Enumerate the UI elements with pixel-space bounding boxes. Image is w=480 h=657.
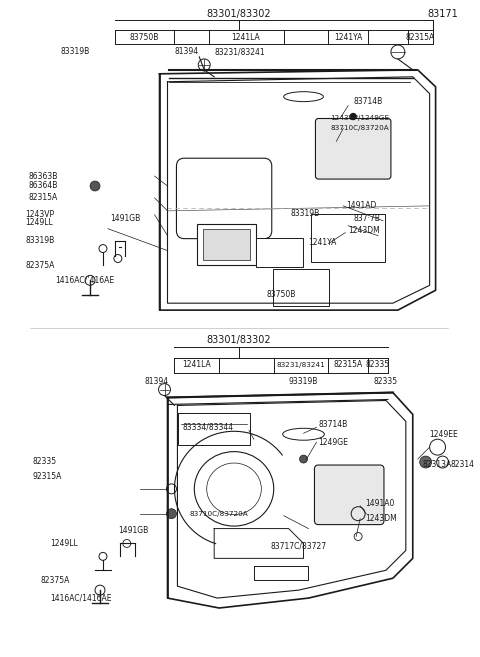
Circle shape (90, 181, 100, 191)
Text: 82335: 82335 (373, 377, 397, 386)
Text: 1249EE: 1249EE (430, 430, 458, 439)
Text: 1491A0: 1491A0 (365, 499, 395, 509)
Text: 1241LA: 1241LA (231, 33, 260, 41)
Text: 83710C/83720A: 83710C/83720A (189, 510, 248, 516)
Text: 1491GB: 1491GB (118, 526, 148, 535)
Text: 83714B: 83714B (318, 420, 348, 429)
FancyBboxPatch shape (203, 229, 250, 260)
Text: 1416AC/1416AE: 1416AC/1416AE (50, 593, 112, 602)
Text: 81394: 81394 (174, 47, 199, 57)
FancyBboxPatch shape (256, 238, 302, 267)
Text: 83750B: 83750B (266, 290, 295, 299)
Text: 1243VP/1249GE: 1243VP/1249GE (330, 116, 389, 122)
FancyBboxPatch shape (314, 465, 384, 524)
Text: 1491GB: 1491GB (110, 214, 140, 223)
Circle shape (420, 456, 432, 468)
Text: 1243DM: 1243DM (365, 514, 397, 523)
Text: 82375A: 82375A (40, 576, 70, 585)
Text: 1243DM: 1243DM (348, 226, 380, 235)
Text: 83717C/83727: 83717C/83727 (271, 542, 327, 551)
Text: 1249GE: 1249GE (318, 438, 348, 447)
Text: 1416AC/’416AE: 1416AC/’416AE (55, 276, 114, 285)
Text: 83714B: 83714B (353, 97, 383, 106)
Text: 82375A: 82375A (25, 261, 55, 270)
Text: 82335: 82335 (366, 360, 390, 369)
Text: 82313A: 82313A (423, 459, 452, 468)
Text: 82315A: 82315A (405, 33, 434, 41)
Text: 92315A: 92315A (33, 472, 62, 482)
Text: 837·7B: 837·7B (353, 214, 380, 223)
Text: 82314: 82314 (451, 459, 475, 468)
FancyBboxPatch shape (273, 269, 329, 306)
Text: 93319B: 93319B (288, 377, 318, 386)
Circle shape (167, 509, 177, 518)
Text: 1241LA: 1241LA (182, 360, 211, 369)
Text: 82315A: 82315A (28, 193, 58, 202)
FancyBboxPatch shape (177, 158, 272, 238)
Text: 83231/83241: 83231/83241 (214, 47, 265, 57)
FancyBboxPatch shape (197, 224, 256, 265)
Text: 1241YA: 1241YA (334, 33, 362, 41)
Text: 83171: 83171 (428, 9, 458, 19)
Text: 82335: 82335 (33, 457, 57, 466)
Text: 83319B: 83319B (290, 210, 320, 218)
Text: 83301/83302: 83301/83302 (207, 9, 271, 19)
Text: 82315A: 82315A (334, 360, 363, 369)
Text: 83319B: 83319B (60, 47, 89, 57)
Text: 83710C/83720A: 83710C/83720A (330, 125, 389, 131)
Text: 83231/83241: 83231/83241 (276, 362, 325, 368)
Text: 83334/83344: 83334/83344 (182, 423, 234, 432)
FancyBboxPatch shape (312, 214, 385, 262)
Text: 1249LL: 1249LL (25, 218, 53, 227)
Circle shape (300, 455, 308, 463)
Text: 86363B: 86363B (28, 171, 58, 181)
Text: 1491AD: 1491AD (346, 202, 377, 210)
Circle shape (350, 114, 356, 120)
Text: 83301/83302: 83301/83302 (207, 335, 271, 345)
Text: 86364B: 86364B (28, 181, 58, 189)
Text: 81394: 81394 (144, 377, 169, 386)
Text: 1241YA: 1241YA (309, 238, 337, 247)
Text: 83319B: 83319B (25, 236, 55, 245)
Text: 1249LL: 1249LL (50, 539, 78, 548)
Text: 1243VP: 1243VP (25, 210, 55, 219)
Text: 83750B: 83750B (130, 33, 159, 41)
FancyBboxPatch shape (315, 118, 391, 179)
FancyBboxPatch shape (179, 413, 250, 445)
